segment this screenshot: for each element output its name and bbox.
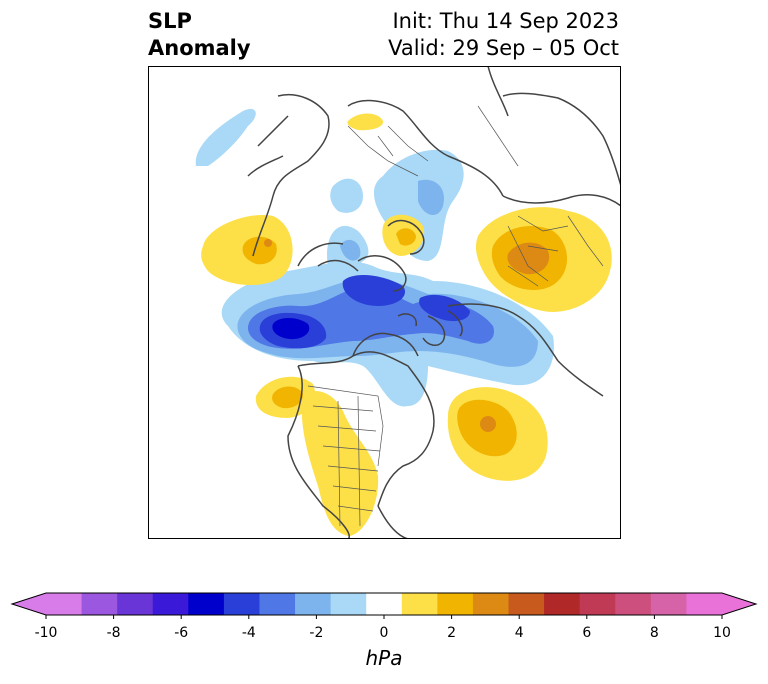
positive-anomaly-regions (201, 113, 612, 536)
colorbar-tick-label: -6 (174, 625, 189, 641)
colorbar-tick-label: 10 (713, 625, 731, 641)
coastlines (247, 66, 621, 539)
valid-dates: Valid: 29 Sep – 05 Oct (388, 36, 619, 60)
colorbar-extend-min (12, 593, 46, 615)
colorbar-swatch (615, 593, 652, 615)
colorbar-tick-label: -4 (241, 625, 256, 641)
colorbar-swatch (46, 593, 83, 615)
colorbar-swatch (259, 593, 296, 615)
map-frame (148, 66, 621, 539)
colorbar-tick-label: -10 (34, 625, 58, 641)
colorbar-tick-label: 8 (649, 625, 659, 641)
chart-title: SLP Anomaly (148, 8, 251, 62)
colorbar-swatch (472, 593, 510, 615)
colorbar-tick-label: 2 (447, 625, 457, 641)
colorbar-swatch (544, 593, 581, 615)
colorbar-tick-label: 6 (582, 625, 592, 641)
colorbar-tick-label: -8 (106, 625, 121, 641)
title-line-1: SLP (148, 9, 192, 33)
colorbar-tick-label: -2 (309, 625, 324, 641)
colorbar-tick-label: 0 (379, 625, 389, 641)
colorbar-tick-label: 4 (514, 625, 524, 641)
forecast-dates: Init: Thu 14 Sep 2023 Valid: 29 Sep – 05… (388, 8, 619, 62)
colorbar-swatch (579, 593, 616, 615)
colorbar-swatch (223, 593, 260, 615)
init-date: Init: Thu 14 Sep 2023 (392, 9, 619, 33)
country-borders (307, 105, 604, 527)
colorbar-swatch (81, 593, 118, 615)
colorbar-swatch (152, 593, 189, 615)
colorbar-swatch (508, 593, 545, 615)
colorbar-swatch (295, 593, 332, 615)
colorbar-unit: hPa (365, 646, 403, 670)
colorbar-swatch (437, 593, 474, 615)
colorbar (10, 592, 758, 619)
colorbar-swatch (330, 593, 367, 615)
colorbar-swatch (117, 593, 154, 615)
colorbar-swatch (366, 593, 403, 615)
colorbar-swatch (188, 593, 225, 615)
title-line-2: Anomaly (148, 36, 251, 60)
colorbar-swatch (686, 593, 723, 615)
colorbar-extend-max (722, 593, 756, 615)
colorbar-swatch (650, 593, 687, 615)
anomaly-map (148, 66, 621, 539)
colorbar-swatch (401, 593, 438, 615)
